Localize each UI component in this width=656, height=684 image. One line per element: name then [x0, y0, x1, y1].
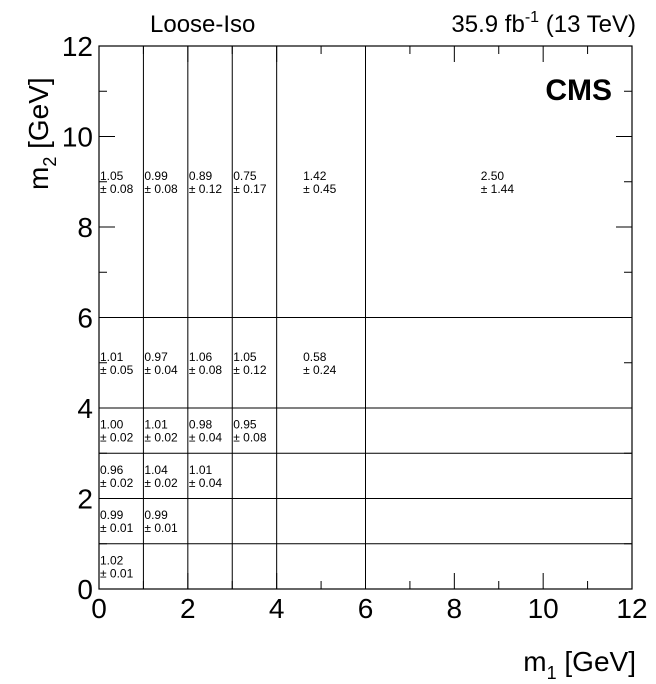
cell-error-label: ± 0.04 — [189, 431, 223, 445]
cell-value-label: 0.99 — [144, 169, 168, 183]
heatmap-cell: 1.04± 0.02 — [144, 463, 178, 490]
heatmap-cell: 1.42± 0.45 — [303, 169, 337, 196]
cell-error-label: ± 0.24 — [303, 363, 337, 377]
lumi-exponent: -1 — [525, 9, 539, 26]
heatmap-cell: 0.97± 0.04 — [144, 350, 178, 377]
x-axis-label-unit: [GeV] — [557, 646, 636, 677]
heatmap-cell: 2.50± 1.44 — [481, 169, 515, 196]
cell-value-label: 0.58 — [303, 350, 327, 364]
cell-value-label: 0.89 — [189, 169, 213, 183]
heatmap-cell: 1.01± 0.02 — [144, 418, 178, 445]
y-tick-label: 12 — [62, 31, 93, 62]
y-tick-label: 6 — [77, 303, 93, 334]
cell-error-label: ± 0.02 — [100, 476, 134, 490]
cell-labels: 1.02± 0.010.99± 0.010.99± 0.010.96± 0.02… — [100, 169, 514, 581]
x-tick-label: 10 — [528, 593, 559, 624]
x-tick-label: 4 — [269, 593, 285, 624]
heatmap-cell: 1.05± 0.12 — [233, 350, 267, 377]
cell-value-label: 1.01 — [100, 350, 124, 364]
lumi-value: 35.9 fb — [451, 11, 524, 38]
cell-value-label: 1.42 — [303, 169, 327, 183]
heatmap-cell: 1.05± 0.08 — [100, 169, 134, 196]
cell-error-label: ± 1.44 — [481, 182, 515, 196]
x-axis-label: m1 [GeV] — [523, 646, 636, 683]
experiment-label: CMS — [545, 74, 612, 107]
cell-value-label: 0.99 — [100, 508, 124, 522]
cell-error-label: ± 0.05 — [100, 363, 134, 377]
heatmap-cell: 1.06± 0.08 — [189, 350, 223, 377]
cell-value-label: 0.75 — [233, 169, 257, 183]
cell-value-label: 0.97 — [144, 350, 168, 364]
cell-value-label: 1.05 — [100, 169, 124, 183]
heatmap-cell: 0.98± 0.04 — [189, 418, 223, 445]
cell-error-label: ± 0.17 — [233, 182, 267, 196]
cell-value-label: 1.00 — [100, 418, 124, 432]
cell-value-label: 0.96 — [100, 463, 124, 477]
lumi-energy: (13 TeV) — [539, 11, 636, 38]
y-axis-label-base: m — [23, 167, 54, 190]
cell-value-label: 1.02 — [100, 553, 124, 567]
cell-value-label: 0.99 — [144, 508, 168, 522]
y-axis-label: m2 [GeV] — [23, 77, 60, 190]
chart-title: Loose-Iso — [150, 11, 255, 38]
x-tick-label: 12 — [616, 593, 647, 624]
tick-labels: 0 2 4 6 8 10 12 0 2 4 6 8 10 12 — [62, 31, 648, 624]
heatmap-cell: 0.89± 0.12 — [189, 169, 223, 196]
cell-value-label: 1.01 — [144, 418, 168, 432]
y-axis-label-unit: [GeV] — [23, 77, 54, 156]
y-axis-label-sub: 2 — [40, 157, 60, 167]
cell-error-label: ± 0.02 — [144, 431, 178, 445]
cell-error-label: ± 0.08 — [144, 182, 178, 196]
heatmap-cell: 0.58± 0.24 — [303, 350, 337, 377]
y-tick-label: 0 — [77, 574, 93, 605]
cell-error-label: ± 0.12 — [233, 363, 267, 377]
cell-error-label: ± 0.04 — [144, 363, 178, 377]
x-tick-label: 0 — [91, 593, 107, 624]
x-tick-label: 2 — [180, 593, 196, 624]
heatmap-cell: 1.01± 0.04 — [189, 463, 223, 490]
x-tick-label: 8 — [447, 593, 463, 624]
cell-value-label: 0.98 — [189, 418, 213, 432]
heatmap-cell: 1.00± 0.02 — [100, 418, 134, 445]
heatmap-cell: 0.75± 0.17 — [233, 169, 267, 196]
cell-value-label: 1.05 — [233, 350, 257, 364]
heatmap-cell: 1.02± 0.01 — [100, 553, 134, 580]
y-tick-label: 8 — [77, 212, 93, 243]
cell-value-label: 0.95 — [233, 418, 257, 432]
heatmap-cell: 0.99± 0.08 — [144, 169, 178, 196]
cell-error-label: ± 0.01 — [100, 521, 134, 535]
cell-error-label: ± 0.08 — [189, 363, 223, 377]
cell-error-label: ± 0.02 — [144, 476, 178, 490]
cell-error-label: ± 0.12 — [189, 182, 223, 196]
y-tick-label: 4 — [77, 393, 93, 424]
cell-error-label: ± 0.02 — [100, 431, 134, 445]
x-axis-label-base: m — [523, 646, 546, 677]
heatmap-cell: 0.99± 0.01 — [144, 508, 178, 535]
bin-grid — [99, 46, 632, 589]
cell-error-label: ± 0.45 — [303, 182, 337, 196]
y-tick-label: 2 — [77, 484, 93, 515]
cell-error-label: ± 0.08 — [100, 182, 134, 196]
x-tick-label: 6 — [358, 593, 374, 624]
y-tick-label: 10 — [62, 122, 93, 153]
luminosity-label: 35.9 fb-1 (13 TeV) — [451, 9, 636, 38]
heatmap-cell: 0.96± 0.02 — [100, 463, 134, 490]
cell-value-label: 1.06 — [189, 350, 213, 364]
cell-error-label: ± 0.01 — [100, 566, 134, 580]
cell-value-label: 1.01 — [189, 463, 213, 477]
axis-ticks — [98, 45, 633, 590]
heatmap-cell: 1.01± 0.05 — [100, 350, 134, 377]
cell-error-label: ± 0.01 — [144, 521, 178, 535]
cell-value-label: 2.50 — [481, 169, 505, 183]
cell-error-label: ± 0.04 — [189, 476, 223, 490]
cell-value-label: 1.04 — [144, 463, 168, 477]
x-axis-label-sub: 1 — [547, 663, 557, 683]
heatmap-cell: 0.99± 0.01 — [100, 508, 134, 535]
heatmap-cell: 0.95± 0.08 — [233, 418, 267, 445]
cell-error-label: ± 0.08 — [233, 431, 267, 445]
